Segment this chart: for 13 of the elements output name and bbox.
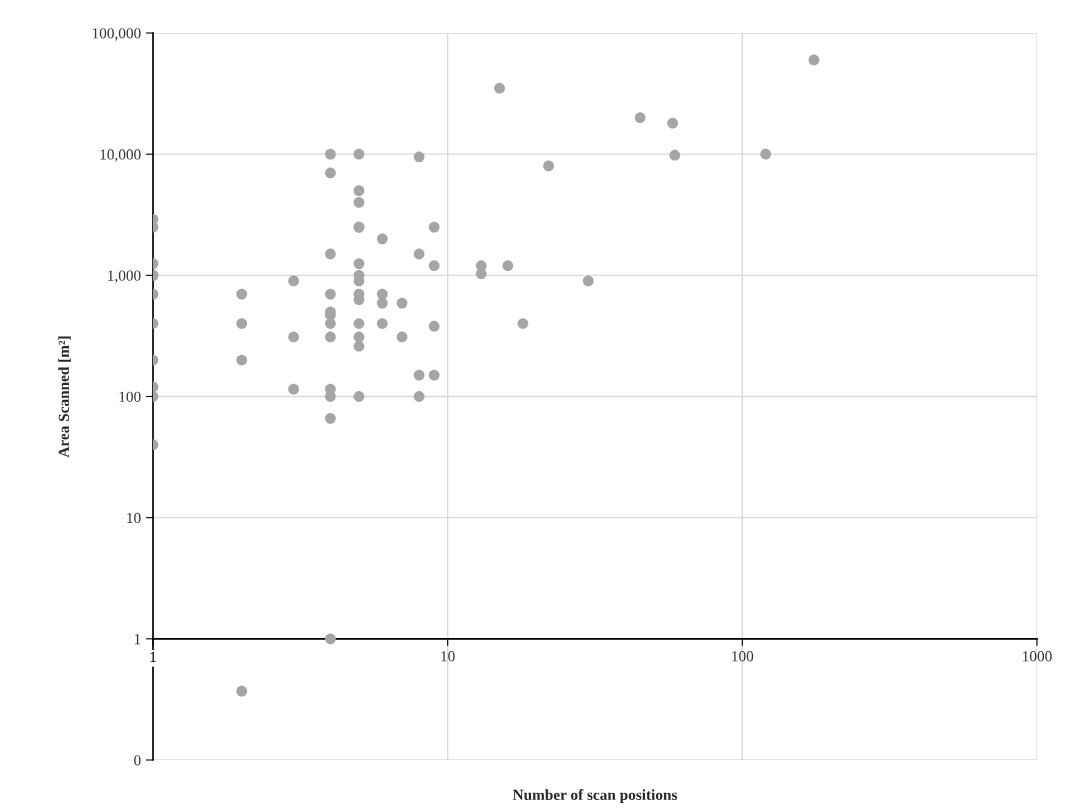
y-tick-label: 1 [134, 634, 141, 645]
x-tick-label: 10 [441, 651, 455, 662]
x-tick-label: 1000 [1023, 651, 1052, 662]
y-tick-label: 100 [119, 391, 141, 402]
y-tick-label: 0 [134, 755, 141, 766]
y-tick-label: 10,000 [100, 149, 141, 162]
x-tick-label: 1 [150, 651, 156, 662]
y-axis-title: Area Scanned [m²] [58, 336, 71, 458]
x-tick-label: 100 [732, 651, 754, 662]
y-tick-label: 100,000 [92, 28, 141, 41]
y-tick-label: 1,000 [108, 270, 141, 283]
x-axis-title: Number of scan positions [512, 789, 678, 804]
y-tick-label: 10 [127, 512, 141, 524]
